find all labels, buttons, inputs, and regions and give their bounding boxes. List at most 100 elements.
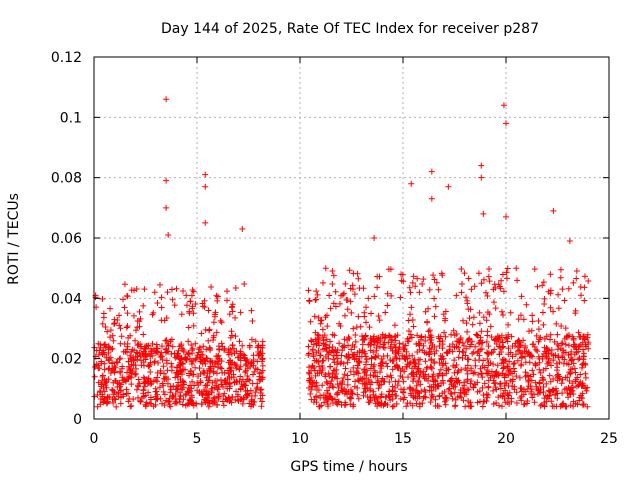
data-point [367, 365, 374, 372]
data-point [163, 337, 170, 344]
data-point [392, 388, 399, 395]
data-point [343, 388, 350, 395]
data-point [395, 378, 402, 385]
data-point [569, 387, 576, 394]
data-point [214, 297, 221, 304]
data-point [308, 337, 315, 344]
data-point [197, 370, 204, 377]
data-point [259, 398, 266, 405]
data-point [201, 297, 208, 304]
axis-ticks: 0 5 10 15 20 25 0 0.02 0.04 0.06 0.08 0.1 0.12 [51, 50, 618, 447]
data-point [477, 334, 484, 341]
data-point [248, 392, 255, 399]
data-point [420, 372, 427, 379]
data-point [480, 210, 487, 217]
data-point [379, 359, 386, 366]
data-point [216, 391, 223, 398]
data-point [109, 359, 116, 366]
data-point [258, 386, 265, 393]
data-point [427, 399, 434, 406]
data-point [456, 339, 463, 346]
data-point [182, 402, 189, 409]
data-point [205, 307, 212, 314]
data-point [227, 397, 234, 404]
data-point [234, 393, 241, 400]
data-point [166, 395, 173, 402]
data-point [322, 265, 329, 272]
data-point [334, 375, 341, 382]
data-point [356, 353, 363, 360]
data-point [363, 304, 370, 311]
data-point [554, 346, 561, 353]
data-point [105, 365, 112, 372]
data-point [184, 302, 191, 309]
data-point [200, 343, 207, 350]
data-point [562, 325, 569, 332]
data-point [492, 284, 499, 291]
data-point [581, 336, 588, 343]
data-point [351, 383, 358, 390]
data-point [305, 343, 312, 350]
data-point [215, 383, 222, 390]
data-point [461, 342, 468, 349]
data-point [351, 344, 358, 351]
data-point [501, 374, 508, 381]
data-point [231, 350, 238, 357]
data-point [173, 285, 180, 292]
data-point [346, 267, 353, 274]
data-point [393, 355, 400, 362]
data-point [250, 352, 257, 359]
data-point [322, 373, 329, 380]
data-point [532, 379, 539, 386]
data-point [203, 346, 210, 353]
data-point [559, 376, 566, 383]
data-point [214, 386, 221, 393]
data-point [183, 292, 190, 299]
data-point [136, 308, 143, 315]
data-point [456, 348, 463, 355]
data-point [568, 348, 575, 355]
data-point [580, 401, 587, 408]
data-point [335, 398, 342, 405]
data-point [384, 302, 391, 309]
data-point [542, 350, 549, 357]
data-point [334, 359, 341, 366]
data-point [458, 366, 465, 373]
data-point [102, 341, 109, 348]
data-point [319, 279, 326, 286]
data-point [126, 365, 133, 372]
data-point [214, 293, 221, 300]
data-point [478, 162, 485, 169]
data-point [190, 288, 197, 295]
data-point [326, 384, 333, 391]
data-point [233, 388, 240, 395]
data-point [154, 396, 161, 403]
data-point [384, 290, 391, 297]
data-point [471, 369, 478, 376]
data-point [544, 345, 551, 352]
data-point [178, 311, 185, 318]
data-point [543, 380, 550, 387]
data-point [214, 402, 221, 409]
data-point [553, 387, 560, 394]
data-point [244, 392, 251, 399]
data-point [504, 265, 511, 272]
data-point [140, 331, 147, 338]
data-point [215, 394, 222, 401]
data-point [557, 266, 564, 273]
data-point [140, 386, 147, 393]
data-point [173, 383, 180, 390]
data-point [503, 335, 510, 342]
data-point [434, 402, 441, 409]
data-point [440, 355, 447, 362]
data-point [488, 333, 495, 340]
data-point [99, 295, 106, 302]
data-point [308, 338, 315, 345]
data-point [168, 360, 175, 367]
data-point [179, 377, 186, 384]
data-point [416, 401, 423, 408]
data-point [119, 374, 126, 381]
data-point [467, 399, 474, 406]
data-point [113, 403, 120, 410]
data-point [387, 357, 394, 364]
